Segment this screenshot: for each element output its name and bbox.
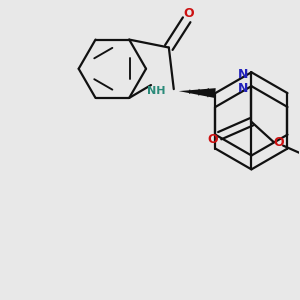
Text: N: N (238, 68, 249, 81)
Text: N: N (238, 82, 249, 94)
Text: O: O (208, 133, 218, 146)
Polygon shape (179, 88, 216, 98)
Text: NH: NH (147, 86, 165, 96)
Text: O: O (183, 7, 194, 20)
Text: O: O (274, 136, 284, 149)
